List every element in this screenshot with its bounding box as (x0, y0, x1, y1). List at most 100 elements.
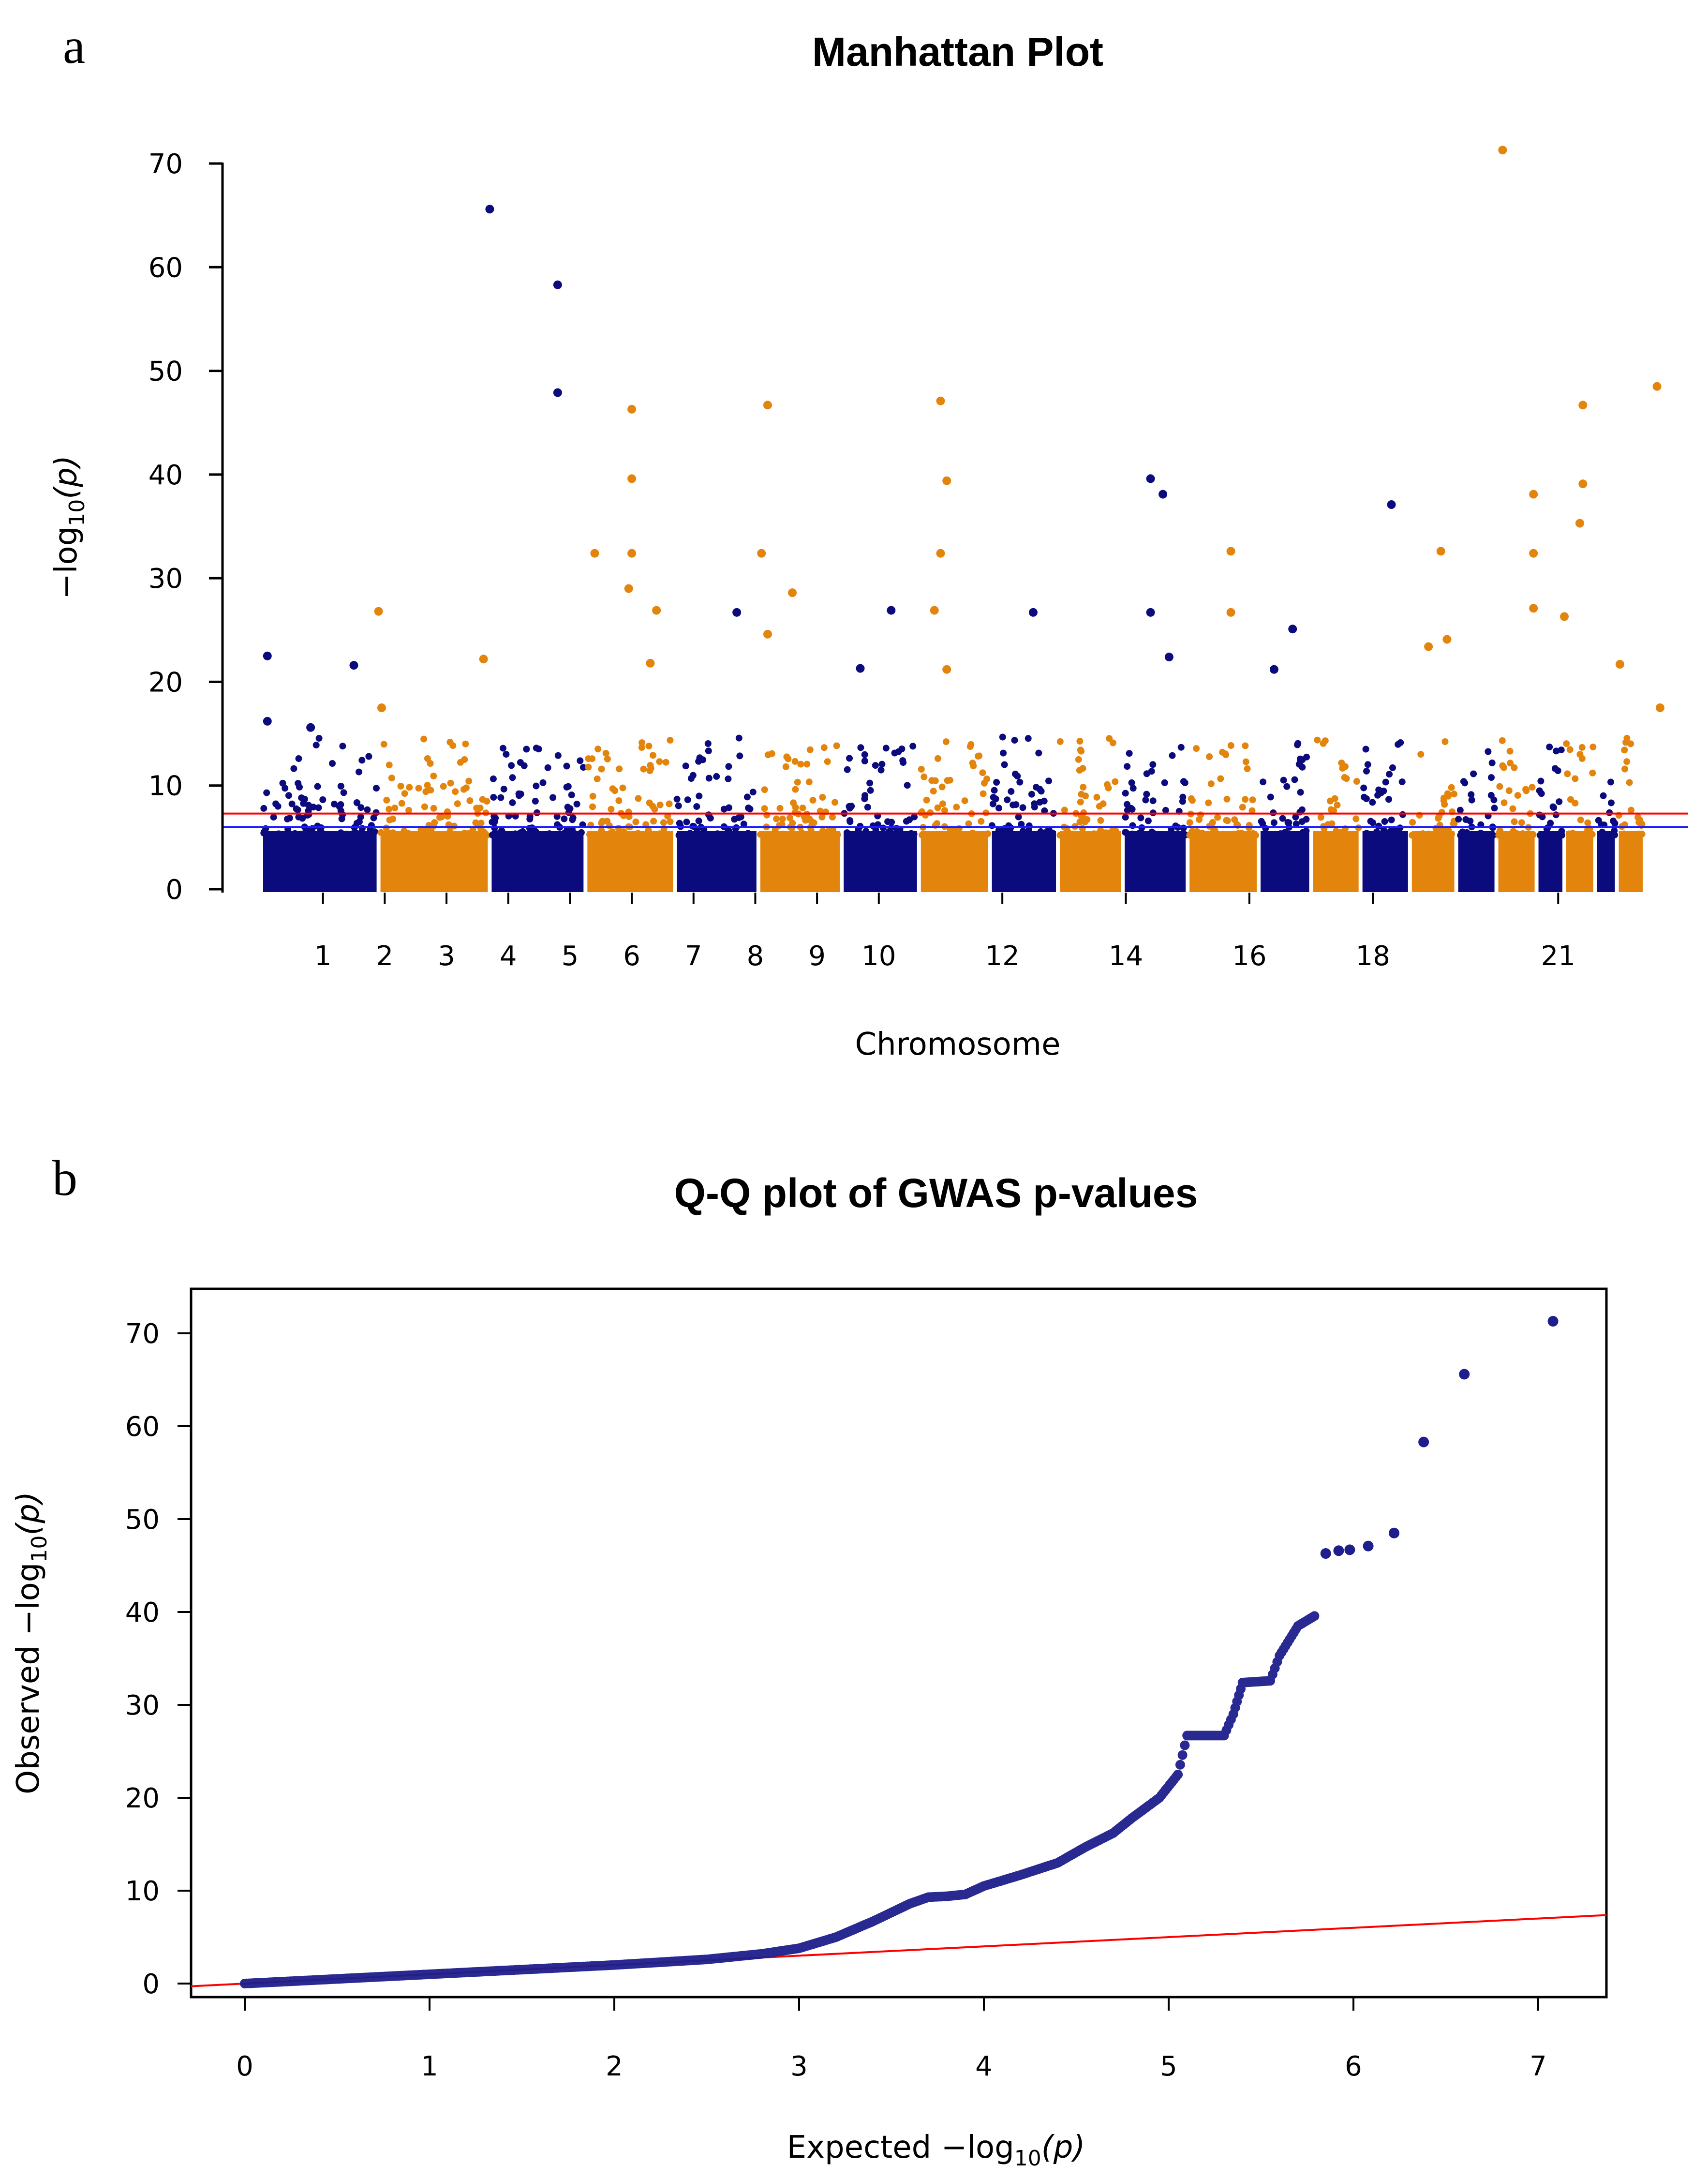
snp-point (1197, 811, 1204, 819)
chromosome-17-points (1455, 748, 1498, 892)
snp-point (397, 783, 404, 790)
snp-point (1280, 830, 1287, 837)
snp-point (1374, 791, 1381, 799)
top-hit-point (856, 664, 865, 673)
chromosome-tick-labels: 1 2 3 4 5 6 7 8 9 10 12 14 16 18 21 (314, 893, 1575, 972)
snp-point (1148, 828, 1156, 836)
chromosome-18-points (1495, 737, 1537, 892)
snp-point (526, 824, 533, 832)
snp-point (1514, 792, 1521, 799)
snp-point (599, 818, 606, 825)
qq-tail-point (1547, 1316, 1559, 1327)
snp-point (1008, 788, 1015, 795)
snp-point (398, 800, 405, 807)
top-hit-point (1146, 608, 1155, 617)
snp-point (467, 832, 475, 839)
snp-point (338, 815, 345, 822)
snp-point (1193, 745, 1200, 752)
snp-point (589, 792, 596, 800)
chromosome-16-band (1411, 831, 1455, 892)
snp-point (284, 815, 291, 822)
snp-point (1041, 807, 1048, 814)
snp-point (1362, 746, 1369, 753)
snp-point (539, 779, 547, 786)
snp-point (920, 832, 927, 839)
top-hit-point (1498, 146, 1507, 155)
snp-point (1112, 778, 1119, 785)
y-axis-label: −log10(p) (48, 455, 89, 599)
snp-point (1136, 831, 1143, 838)
snp-point (1529, 784, 1536, 791)
snp-point (1556, 798, 1563, 806)
snp-point (877, 766, 885, 774)
snp-point (1128, 831, 1135, 838)
snp-point (315, 804, 322, 811)
snp-point (1455, 816, 1462, 823)
qq-tail-point (1320, 1548, 1331, 1559)
snp-point (1566, 832, 1573, 839)
snp-point (941, 807, 948, 814)
top-hit-point (1158, 490, 1168, 499)
snp-point (353, 820, 360, 827)
snp-point (1206, 753, 1213, 760)
snp-point (578, 829, 585, 836)
top-hit-point (306, 723, 315, 732)
snp-point (749, 789, 757, 796)
snp-point (1162, 806, 1169, 814)
x-axis-ticks: 0 1 2 3 4 5 6 7 (236, 1997, 1547, 2082)
snp-point (1584, 819, 1591, 826)
snp-point (540, 831, 548, 838)
snp-point (1142, 796, 1149, 804)
snp-point (764, 751, 772, 759)
snp-point (1620, 830, 1628, 837)
snp-point (611, 832, 619, 839)
snp-point (523, 746, 530, 753)
y-tick-label: 40 (149, 460, 183, 491)
snp-point (357, 804, 365, 811)
snp-point (1122, 790, 1129, 797)
snp-point (1036, 786, 1043, 792)
snp-point (380, 741, 387, 748)
snp-point (907, 832, 914, 839)
snp-point (1143, 791, 1150, 798)
snp-point (288, 800, 296, 807)
snp-point (1292, 813, 1299, 821)
snp-point (1352, 815, 1360, 822)
snp-point (1161, 779, 1168, 786)
snp-point (616, 765, 623, 773)
snp-point (489, 831, 496, 838)
snp-point (848, 803, 855, 810)
x-tick-label: 7 (685, 940, 702, 972)
snp-point (353, 830, 360, 836)
snp-point (564, 804, 571, 811)
snp-point (1603, 832, 1610, 839)
top-hit-point (553, 280, 562, 289)
snp-point (1225, 832, 1233, 839)
snp-point (1000, 749, 1007, 757)
x-tick-label: 10 (861, 940, 896, 972)
chromosome-6-points (757, 742, 841, 892)
chromosome-5-band (677, 831, 757, 892)
snp-point (1296, 755, 1304, 762)
snp-point (1607, 799, 1615, 806)
snp-point (1436, 813, 1443, 820)
snp-point (568, 791, 575, 799)
snp-point (1107, 832, 1114, 839)
snp-point (420, 735, 428, 743)
snp-point (1314, 736, 1321, 744)
snp-point (1543, 831, 1550, 838)
top-hit-point (624, 584, 633, 593)
snp-point (509, 774, 516, 781)
snp-point (999, 733, 1006, 741)
snp-point (1623, 758, 1631, 765)
snp-point (431, 819, 438, 826)
snp-point (563, 762, 570, 770)
snp-point (353, 799, 360, 806)
snp-point (615, 797, 623, 804)
x-axis-label: Chromosome (855, 1027, 1060, 1062)
snp-point (1040, 797, 1048, 805)
snp-point (1004, 796, 1011, 804)
snp-point (1294, 741, 1301, 748)
snp-point (1242, 796, 1249, 803)
snp-point (1450, 820, 1457, 827)
